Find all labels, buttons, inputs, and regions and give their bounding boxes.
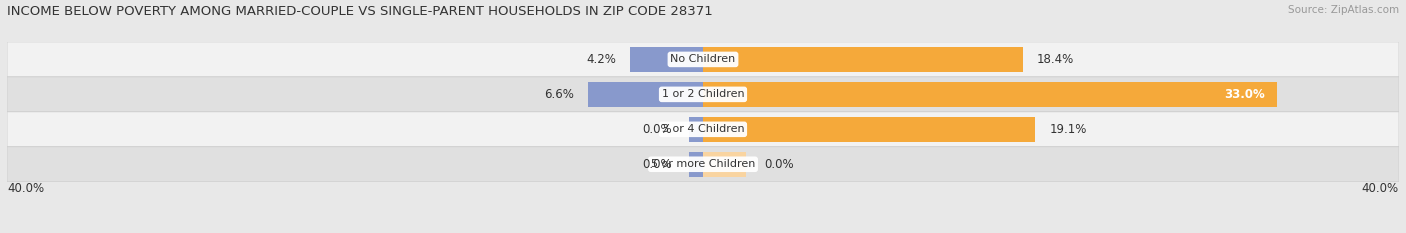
Bar [703, 82, 1277, 107]
Bar [703, 117, 1035, 142]
Bar [588, 82, 703, 107]
Text: 0.0%: 0.0% [643, 123, 672, 136]
Text: 40.0%: 40.0% [1362, 182, 1399, 195]
Bar [703, 152, 747, 177]
Bar [689, 117, 703, 142]
Bar [630, 47, 703, 72]
FancyBboxPatch shape [7, 147, 1399, 182]
Bar [703, 47, 1024, 72]
Text: Source: ZipAtlas.com: Source: ZipAtlas.com [1288, 5, 1399, 15]
FancyBboxPatch shape [7, 42, 1399, 77]
FancyBboxPatch shape [7, 112, 1399, 147]
Text: 19.1%: 19.1% [1049, 123, 1087, 136]
Text: 1 or 2 Children: 1 or 2 Children [662, 89, 744, 99]
FancyBboxPatch shape [7, 77, 1399, 112]
Text: INCOME BELOW POVERTY AMONG MARRIED-COUPLE VS SINGLE-PARENT HOUSEHOLDS IN ZIP COD: INCOME BELOW POVERTY AMONG MARRIED-COUPL… [7, 5, 713, 18]
Text: 4.2%: 4.2% [586, 53, 616, 66]
Bar [689, 152, 703, 177]
Text: 40.0%: 40.0% [7, 182, 44, 195]
Text: 0.0%: 0.0% [763, 158, 793, 171]
Text: 3 or 4 Children: 3 or 4 Children [662, 124, 744, 134]
Text: 33.0%: 33.0% [1225, 88, 1265, 101]
Legend: Married Couples, Single Parents: Married Couples, Single Parents [579, 230, 827, 233]
Text: 18.4%: 18.4% [1038, 53, 1074, 66]
Text: No Children: No Children [671, 55, 735, 64]
Text: 6.6%: 6.6% [544, 88, 574, 101]
Text: 0.0%: 0.0% [643, 158, 672, 171]
Text: 5 or more Children: 5 or more Children [651, 159, 755, 169]
